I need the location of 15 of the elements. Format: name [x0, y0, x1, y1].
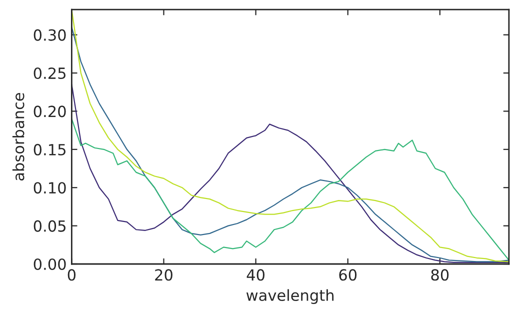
y-tick-label: 0.00: [34, 258, 66, 270]
y-tick-label: 0.10: [34, 182, 66, 194]
y-axis-title: absorbance: [12, 93, 24, 180]
y-tick-label: 0.25: [34, 67, 66, 80]
x-axis-title: wavelength: [246, 289, 334, 304]
y-tick-label: 0.30: [34, 29, 66, 41]
y-tick-label: 0.05: [34, 220, 66, 232]
x-tick-label: 40: [246, 269, 264, 281]
y-tick-label: 0.20: [34, 106, 66, 118]
x-tick-label: 20: [155, 269, 172, 281]
x-tick-label: 60: [339, 269, 357, 281]
x-tick-label: 0: [68, 269, 76, 281]
line-series: [72, 118, 509, 261]
x-tick-label: 80: [431, 269, 449, 281]
y-tick-label: 0.15: [34, 144, 66, 156]
